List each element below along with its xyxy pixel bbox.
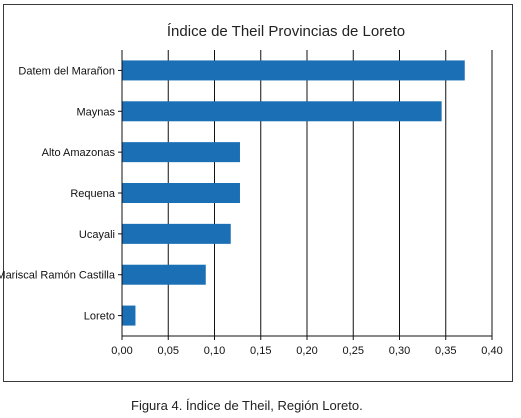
x-tick-label: 0,10 bbox=[204, 345, 225, 357]
category-label: Ucayali bbox=[79, 229, 115, 241]
figure-caption: Figura 4. Índice de Theil, Región Loreto… bbox=[131, 398, 363, 413]
x-tick-label: 0,05 bbox=[158, 345, 179, 357]
x-tick-label: 0,25 bbox=[343, 345, 364, 357]
bar bbox=[122, 223, 231, 244]
bar bbox=[122, 142, 240, 163]
x-tick-label: 0,20 bbox=[296, 345, 317, 357]
chart-title: Índice de Theil Provincias de Loreto bbox=[167, 23, 405, 40]
category-label: Alto Amazonas bbox=[42, 147, 116, 159]
x-tick-label: 0,30 bbox=[389, 345, 410, 357]
category-label: Maynas bbox=[76, 106, 115, 118]
x-tick-label: 0,00 bbox=[111, 345, 132, 357]
bar bbox=[122, 60, 465, 81]
bar bbox=[122, 183, 240, 203]
category-label: Datem del Marañon bbox=[18, 65, 115, 77]
bar bbox=[122, 305, 136, 326]
x-tick-label: 0,40 bbox=[481, 345, 502, 357]
x-tick-label: 0,15 bbox=[250, 345, 271, 357]
category-label: Loreto bbox=[84, 311, 115, 323]
x-tick-label: 0,35 bbox=[435, 345, 456, 357]
theil-bar-chart: Índice de Theil Provincias de Loreto 0,0… bbox=[0, 23, 503, 357]
category-label: Mariscal Ramón Castilla bbox=[0, 270, 116, 282]
bar bbox=[122, 264, 206, 285]
bar bbox=[122, 101, 442, 122]
chart-frame bbox=[3, 4, 513, 382]
category-label: Requena bbox=[70, 188, 116, 200]
